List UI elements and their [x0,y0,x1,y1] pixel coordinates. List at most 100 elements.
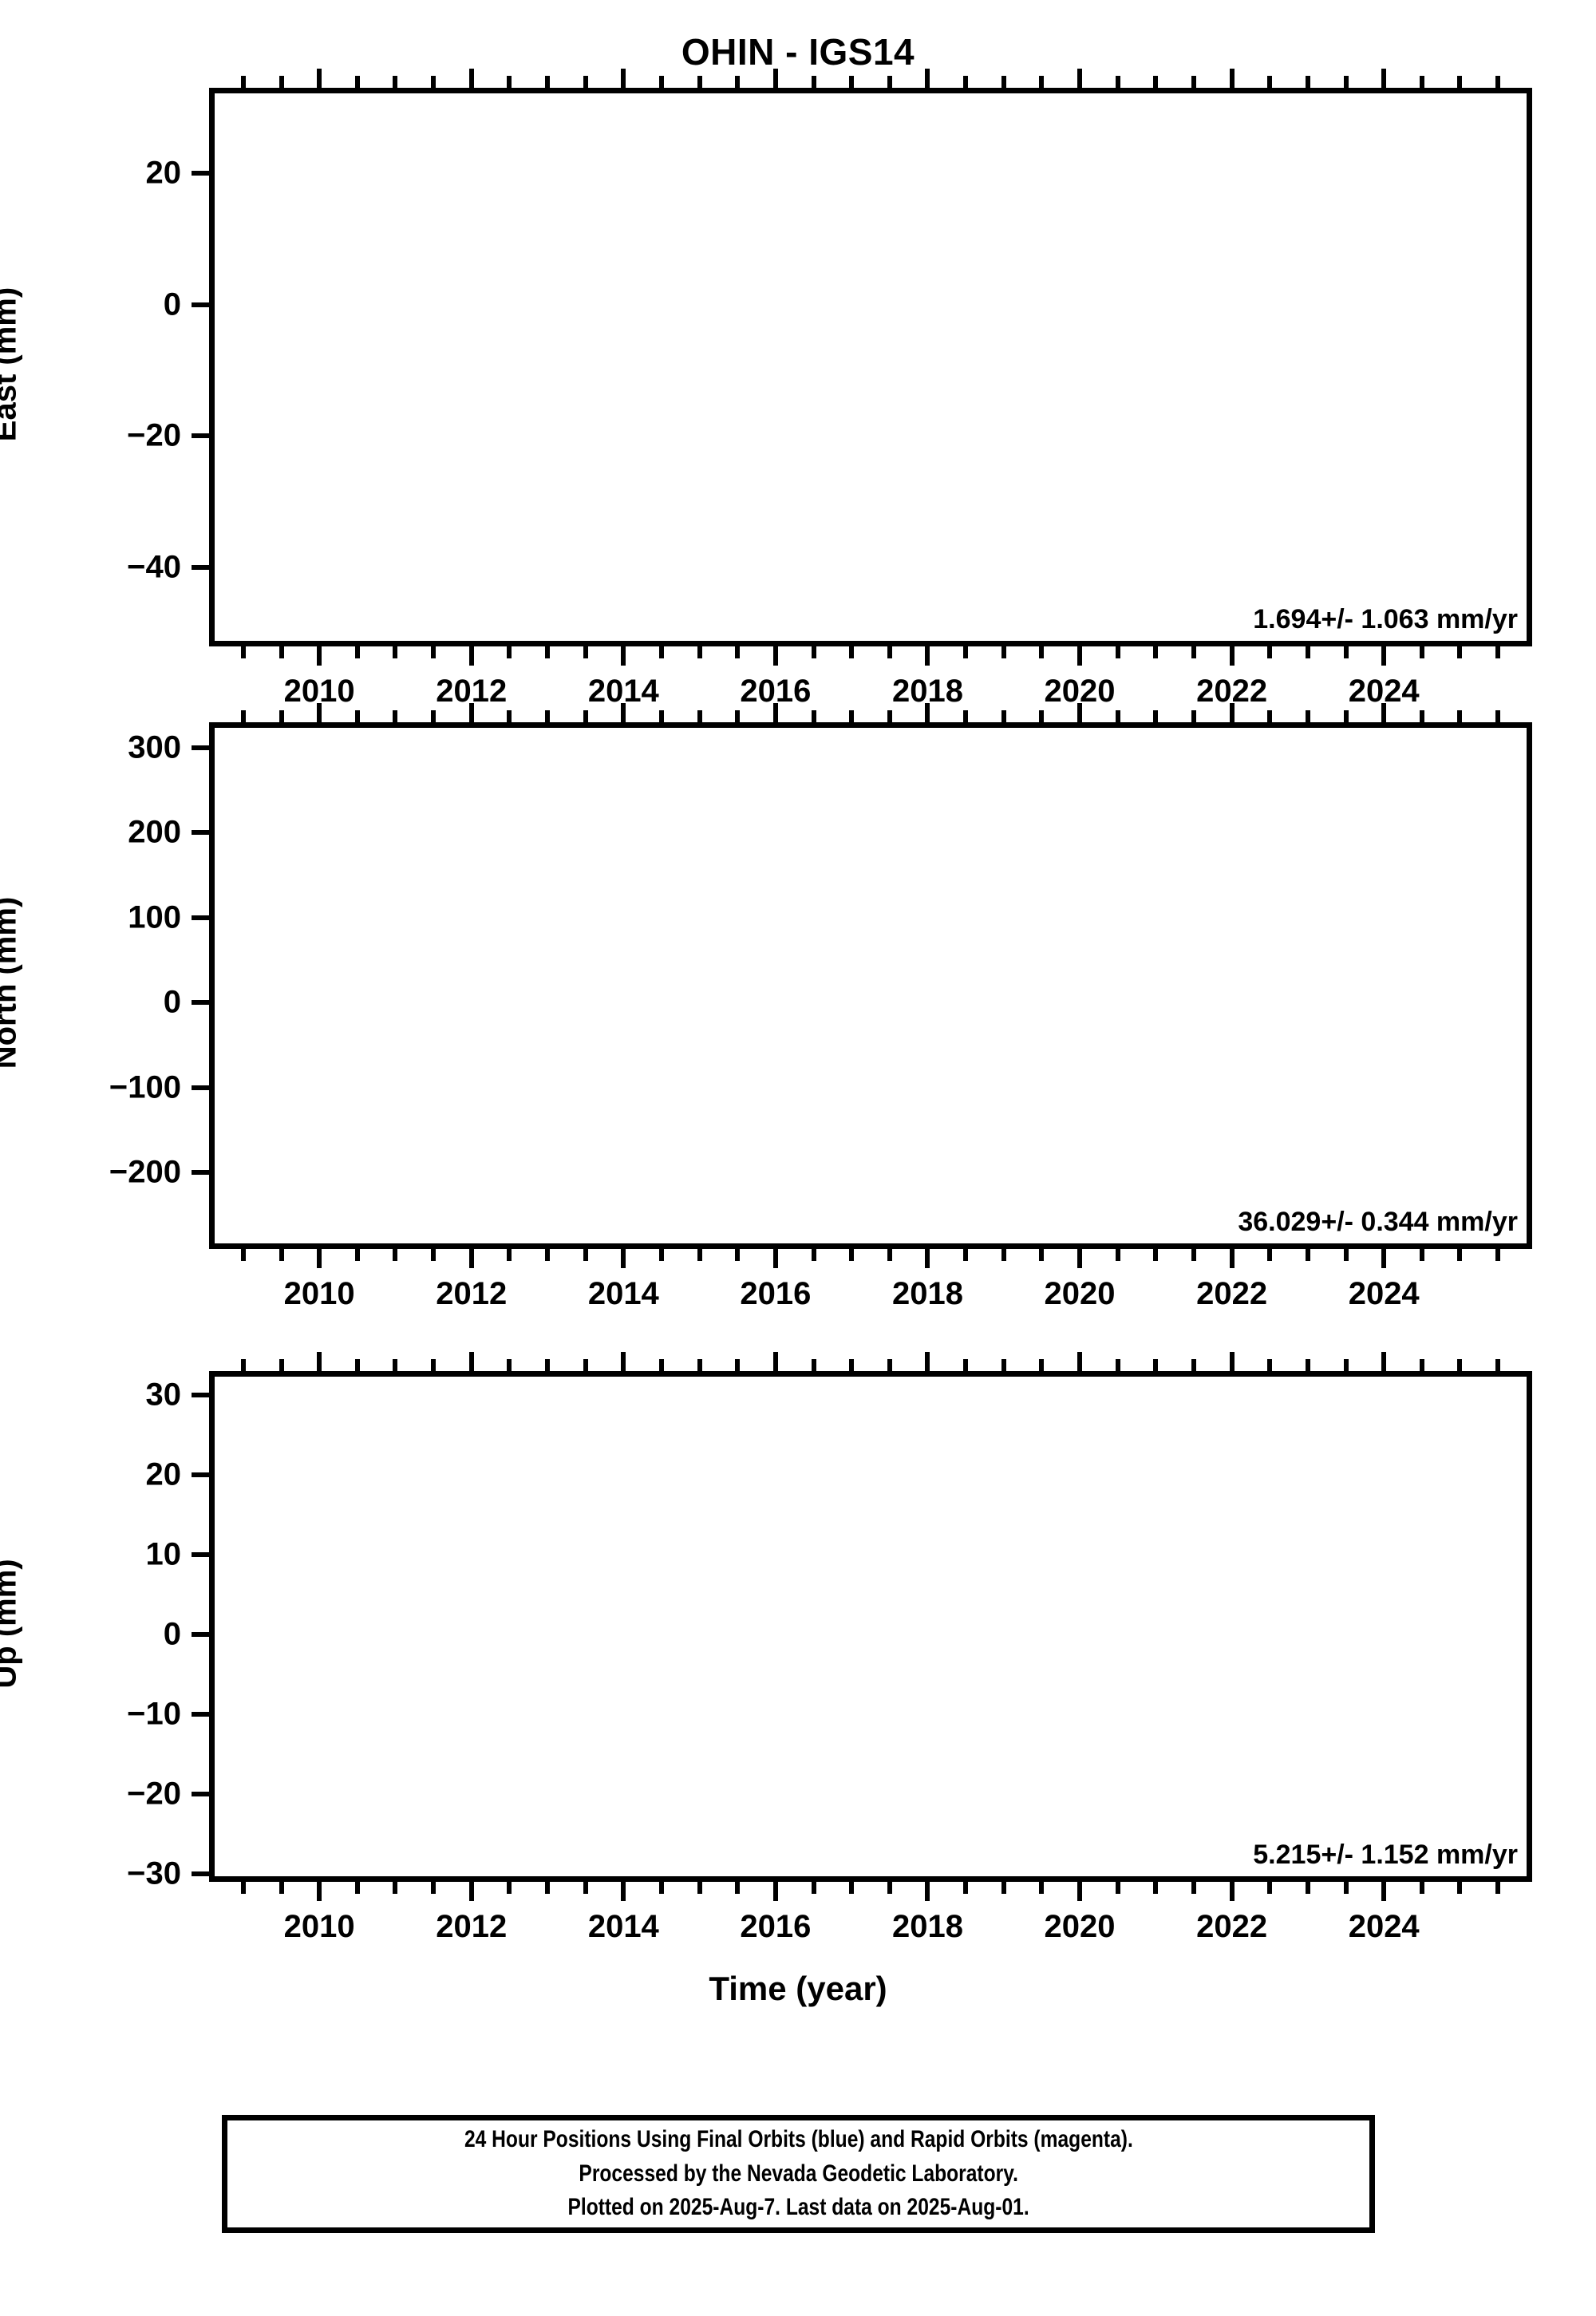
x-minor-tick [545,1882,551,1894]
x-top-tick [431,76,437,88]
caption-box: 24 Hour Positions Using Final Orbits (bl… [222,2115,1375,2233]
x-minor-tick [279,1249,284,1261]
y-tick-label: −20 [127,1776,181,1812]
x-tick-label: 2024 [1348,1909,1420,1944]
y-tick-label: −200 [109,1154,181,1190]
x-tick-label: 2018 [891,674,963,709]
x-major-tick [621,1882,626,1901]
x-top-tick [1153,76,1159,88]
x-top-tick [658,1359,664,1371]
x-minor-tick [1191,1249,1196,1261]
y-tick-mark [192,1552,209,1557]
x-top-tick [1077,69,1083,88]
x-tick-label: 2022 [1196,1276,1268,1311]
x-minor-tick [1457,1882,1463,1894]
x-top-tick [621,69,626,88]
y-tick-label: 200 [128,814,181,850]
x-top-tick [1229,703,1235,722]
x-minor-tick [1039,1882,1045,1894]
x-top-tick [887,1359,892,1371]
x-major-tick [1229,1249,1235,1268]
x-top-tick [1001,710,1006,722]
x-minor-tick [735,1882,741,1894]
x-top-tick [735,76,741,88]
x-minor-tick [1115,1882,1120,1894]
x-top-tick [925,69,930,88]
y-tick-label: −30 [127,1856,181,1891]
x-top-tick [1457,1359,1463,1371]
x-top-tick [507,1359,512,1371]
x-top-tick [240,710,246,722]
x-major-tick [317,1882,322,1901]
x-tick-label: 2020 [1044,1909,1116,1944]
x-top-tick [468,69,474,88]
x-top-tick [431,1359,437,1371]
x-major-tick [925,646,930,666]
x-top-tick [925,1352,930,1371]
x-top-tick [468,703,474,722]
y-tick-label: 0 [163,1616,181,1652]
x-top-tick [1077,1352,1083,1371]
x-minor-tick [658,1249,664,1261]
x-top-tick [1381,69,1387,88]
y-tick-label: −100 [109,1069,181,1105]
x-minor-tick [1305,646,1310,658]
x-minor-tick [1267,1882,1273,1894]
x-major-tick [1229,646,1235,666]
x-tick-label: 2012 [436,674,508,709]
x-top-tick [925,703,930,722]
y-axis-label-north: North (mm) [0,896,23,1069]
x-major-tick [621,1249,626,1268]
x-top-tick [545,76,551,88]
y-tick-label: 20 [145,1456,182,1492]
x-tick-label: 2012 [436,1909,508,1944]
x-top-tick [849,1359,855,1371]
rate-annotation-north: 36.029+/- 0.344 mm/yr [1238,1207,1518,1237]
x-major-tick [772,1882,778,1901]
x-top-tick [1115,1359,1120,1371]
x-top-tick [963,1359,969,1371]
x-top-tick [887,76,892,88]
x-minor-tick [1191,1882,1196,1894]
x-major-tick [621,646,626,666]
y-tick-mark [192,1085,209,1090]
x-minor-tick [545,646,551,658]
rate-annotation-east: 1.694+/- 1.063 mm/yr [1253,604,1518,634]
x-top-tick [621,703,626,722]
x-minor-tick [240,646,246,658]
x-tick-label: 2012 [436,1276,508,1311]
x-minor-tick [1419,1249,1424,1261]
x-minor-tick [393,646,398,658]
x-tick-label: 2014 [587,1276,659,1311]
x-minor-tick [583,1882,588,1894]
panel-east: 20 0 −20 −40 2010 2012 2014 2016 2018 2020 2022 202… [0,69,1532,709]
x-top-tick [279,76,284,88]
x-minor-tick [1115,646,1120,658]
x-minor-tick [697,1249,702,1261]
x-minor-tick [1305,1882,1310,1894]
x-top-tick [1267,710,1273,722]
x-tick-label: 2022 [1196,1909,1268,1944]
y-tick-label: −20 [127,417,181,453]
x-top-tick [811,76,816,88]
x-minor-tick [1343,646,1349,658]
x-major-tick [772,646,778,666]
x-major-tick [1077,646,1083,666]
x-top-tick [1381,1352,1387,1371]
y-tick-mark [192,171,209,176]
x-major-tick [317,646,322,666]
x-minor-tick [1267,1249,1273,1261]
x-top-tick [735,1359,741,1371]
y-tick-mark [192,1871,209,1876]
caption-line-3: Plotted on 2025-Aug-7. Last data on 2025… [567,2194,1029,2221]
x-minor-tick [1267,646,1273,658]
x-tick-label: 2014 [587,1909,659,1944]
x-minor-tick [1001,646,1006,658]
x-top-tick [849,76,855,88]
x-top-tick [1419,1359,1424,1371]
x-major-tick [1229,1882,1235,1901]
x-minor-tick [1001,1249,1006,1261]
x-minor-tick [393,1249,398,1261]
x-minor-tick [811,1249,816,1261]
x-minor-tick [507,1882,512,1894]
